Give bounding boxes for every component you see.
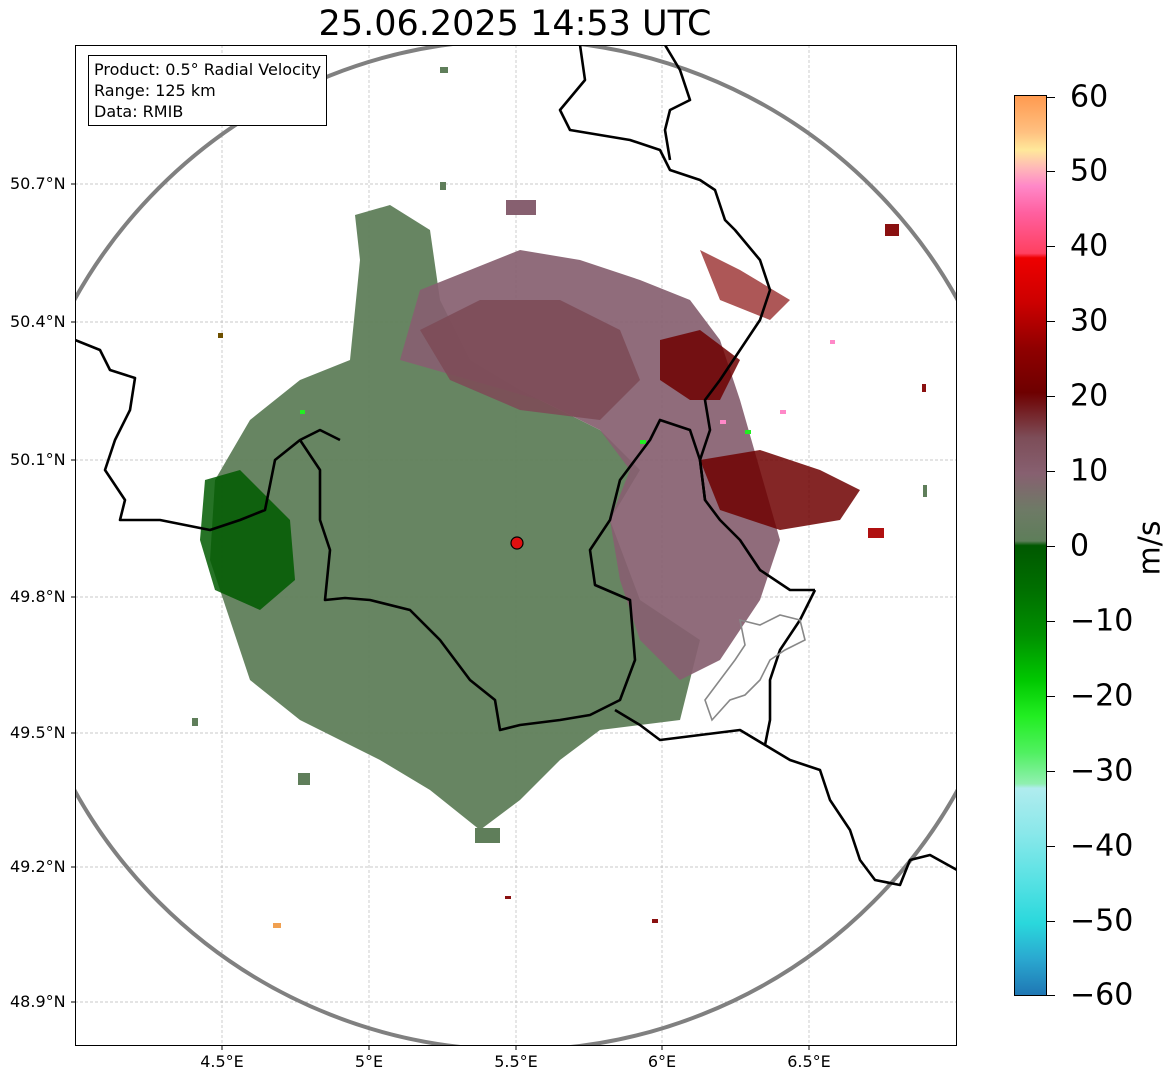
colorbar-tick: 40 bbox=[1070, 228, 1109, 264]
lat-tick-label: 49.5°N bbox=[10, 723, 66, 742]
colorbar-tick: −30 bbox=[1070, 753, 1134, 789]
lon-tick-label: 6.5°E bbox=[787, 1052, 831, 1071]
lon-tick-label: 5°E bbox=[354, 1052, 384, 1071]
colorbar-tick: 20 bbox=[1070, 378, 1109, 414]
lat-tick-label: 49.2°N bbox=[10, 857, 66, 876]
product-label: Product: 0.5° Radial Velocity bbox=[94, 60, 322, 79]
colorbar-tick: 60 bbox=[1070, 79, 1109, 115]
lon-tick-label: 5.5°E bbox=[494, 1052, 538, 1071]
lat-tick-label: 49.8°N bbox=[10, 587, 66, 606]
colorbar-tick: −60 bbox=[1070, 977, 1134, 1013]
lat-tick-label: 50.1°N bbox=[10, 450, 66, 469]
colorbar-tick: 50 bbox=[1070, 153, 1109, 189]
data-source-label: Data: RMIB bbox=[94, 102, 184, 121]
range-label: Range: 125 km bbox=[94, 81, 216, 100]
lat-tick-label: 48.9°N bbox=[10, 992, 66, 1011]
colorbar-tick: 30 bbox=[1070, 303, 1109, 339]
lon-tick-label: 6°E bbox=[647, 1052, 677, 1071]
map-title: 25.06.2025 14:53 UTC bbox=[318, 4, 712, 44]
colorbar-tick: 0 bbox=[1070, 528, 1090, 564]
radar-echoes bbox=[192, 67, 927, 928]
plot-frame bbox=[75, 45, 957, 1046]
velocity-colorbar bbox=[1014, 95, 1047, 996]
radar-site-marker bbox=[510, 536, 524, 550]
colorbar-tick: 10 bbox=[1070, 453, 1109, 489]
lat-tick-label: 50.7°N bbox=[10, 174, 66, 193]
colorbar-tick: −50 bbox=[1070, 903, 1134, 939]
lat-tick-label: 50.4°N bbox=[10, 312, 66, 331]
lon-tick-label: 4.5°E bbox=[200, 1052, 244, 1071]
colorbar-tick: −40 bbox=[1070, 828, 1134, 864]
country-borders bbox=[75, 45, 957, 887]
colorbar-tick: −20 bbox=[1070, 678, 1134, 714]
colorbar-tick: −10 bbox=[1070, 603, 1134, 639]
luxembourg-outline bbox=[704, 614, 806, 722]
product-info-box: Product: 0.5° Radial Velocity Range: 125… bbox=[88, 55, 328, 126]
colorbar-unit-label: m/s bbox=[1132, 520, 1168, 576]
